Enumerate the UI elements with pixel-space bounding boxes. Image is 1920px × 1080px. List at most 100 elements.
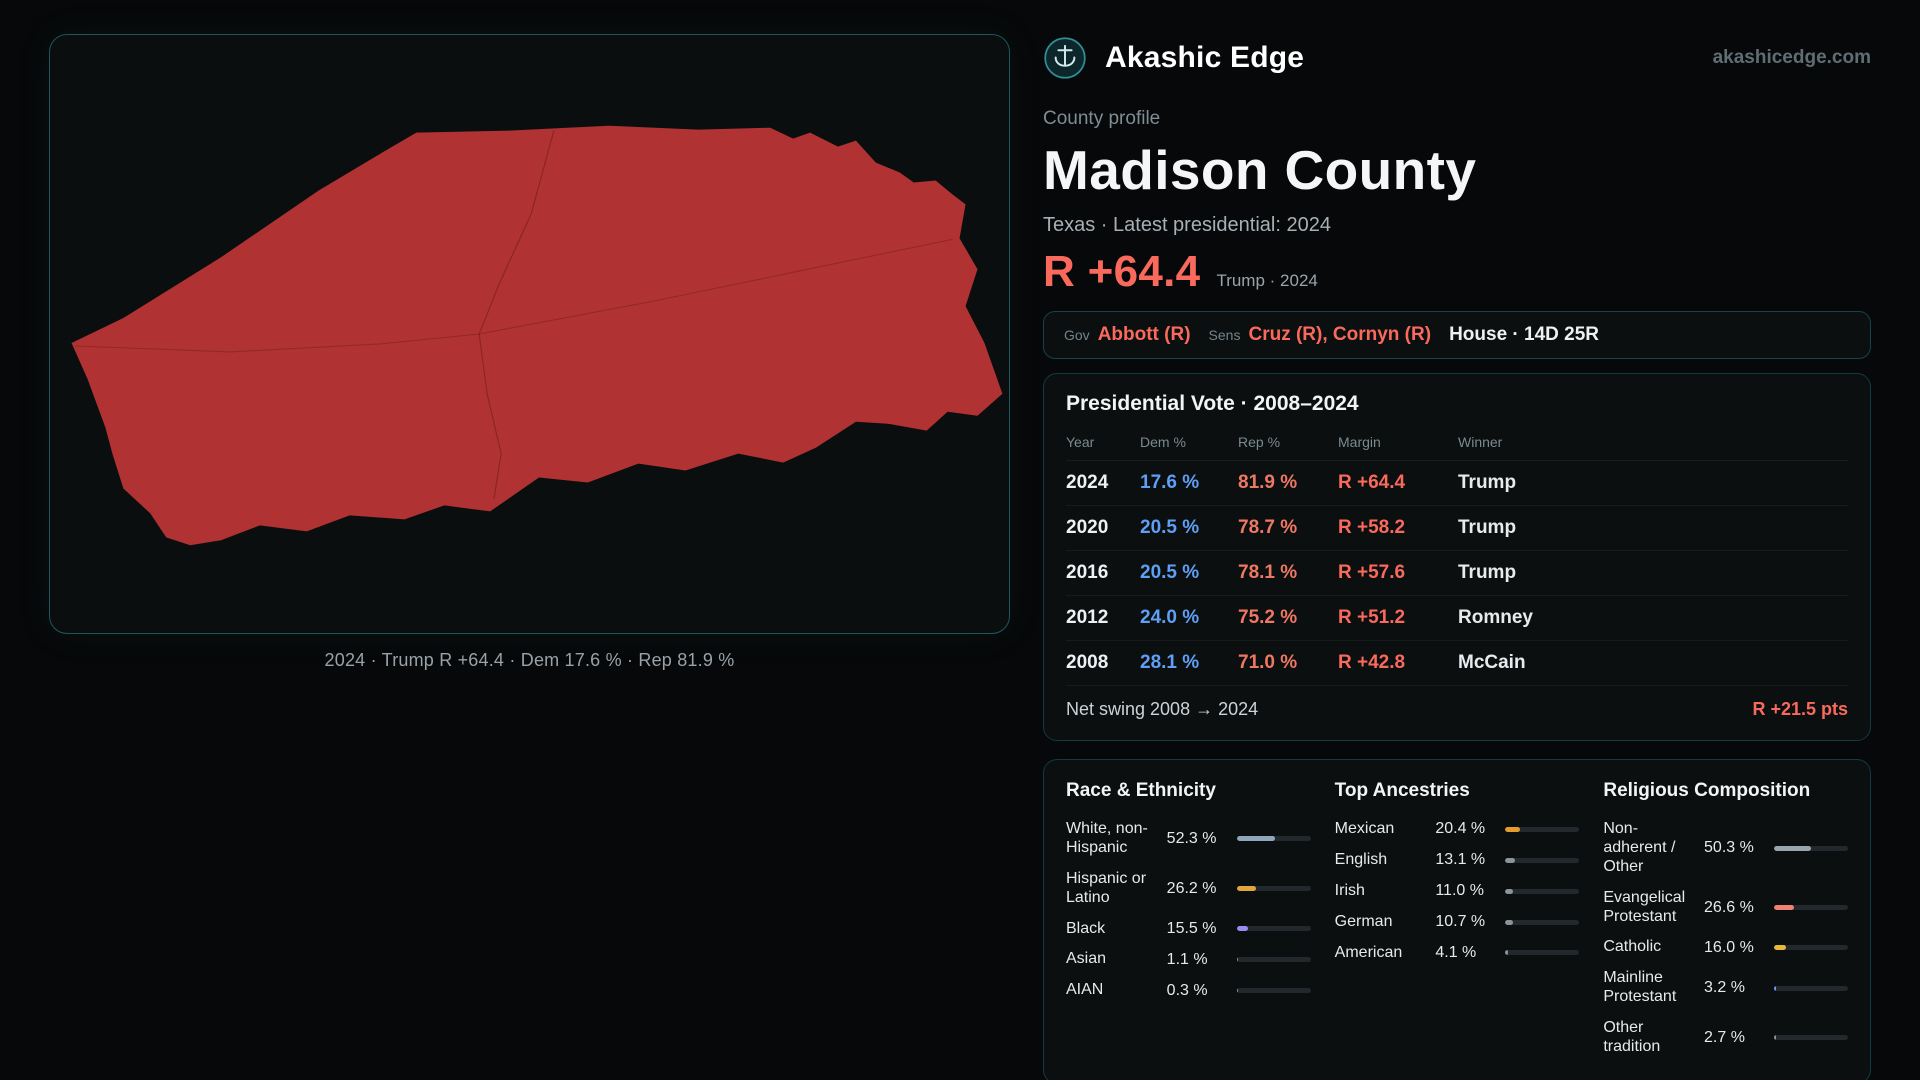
demographics-card: Race & Ethnicity White, non-Hispanic 52.3… [1043,759,1871,1080]
cell-dem-pct: 20.5 % [1140,517,1200,538]
governor-name: Abbott (R) [1097,324,1191,345]
table-row: 2008 28.1 % 71.0 % R +42.8 McCain [1066,641,1848,686]
demo-value: 26.2 % [1166,879,1217,897]
brand-domain-link[interactable]: akashicedge.com [1712,47,1871,68]
demo-label: Catholic [1603,938,1662,956]
cell-margin: R +58.2 [1338,517,1406,538]
cell-winner: Trump [1458,472,1517,493]
demo-bar [1505,857,1580,863]
cell-rep-pct: 75.2 % [1238,607,1298,628]
demo-bar-fill [1774,985,1777,991]
table-row: 2024 17.6 % 81.9 % R +64.4 Trump [1066,461,1848,506]
demo-row: Non-adherent / Other 50.3 % [1603,814,1849,883]
cell-margin: R +64.4 [1338,472,1406,493]
cell-margin: R +57.6 [1338,562,1406,583]
officials-bar: Gov Abbott (R) Sens Cruz (R), Cornyn (R)… [1043,311,1871,359]
demo-bar-fill [1236,836,1276,842]
demo-label: White, non-Hispanic [1066,820,1148,856]
demo-bar-fill [1505,919,1514,925]
subtitle: Texas · Latest presidential: 2024 [1043,214,1331,236]
ancestries-column: Top Ancestries Mexican 20.4 % English 13.1 … [1335,780,1580,1063]
demo-label: German [1334,912,1393,930]
demo-bar [1505,826,1580,832]
cell-year: 2020 [1066,517,1109,538]
margin-note: Trump · 2024 [1216,271,1318,290]
demo-bar-fill [1236,926,1249,932]
demo-value: 4.1 % [1435,943,1477,961]
demo-row: White, non-Hispanic 52.3 % [1066,814,1311,864]
cell-winner: McCain [1458,652,1526,673]
religion-rows: Non-adherent / Other 50.3 % Evangelical Pr… [1603,814,1849,1063]
demo-bar-fill [1236,886,1257,892]
margin-value: R +64.4 [1043,247,1201,296]
demo-row: Irish 11.0 % [1335,876,1580,907]
demo-label: Irish [1334,881,1365,899]
precinct-boundary-line [478,130,555,499]
county-shape[interactable] [71,125,1003,546]
demo-value: 20.4 % [1435,820,1486,838]
demo-value: 26.6 % [1704,898,1754,916]
map-caption: 2024 · Trump R +64.4 · Dem 17.6 % · Rep … [324,650,735,670]
presidential-vote-card: Presidential Vote · 2008–2024 Year Dem %… [1043,373,1871,741]
demo-label: Non-adherent / Other [1603,820,1676,875]
demo-bar [1236,988,1311,994]
sens-label: Sens [1208,327,1241,343]
demo-label: Asian [1066,950,1107,968]
religion-column: Religious Composition Non-adherent / Oth… [1603,780,1849,1063]
demo-label: Black [1066,919,1106,937]
cell-dem-pct: 20.5 % [1140,562,1200,583]
demo-bar [1774,905,1849,910]
demo-value: 50.3 % [1704,839,1754,857]
demo-bar-fill [1774,1035,1776,1041]
demo-bar-fill [1505,826,1521,832]
demo-bar-fill [1505,888,1514,894]
demo-label: Mainline Protestant [1603,969,1677,1006]
page-title: Madison County [1043,139,1477,201]
demo-label: American [1334,943,1403,961]
cell-year: 2016 [1066,562,1109,583]
demo-label: Evangelical Protestant [1603,888,1686,925]
headline-margin: R +64.4 Trump · 2024 [1043,247,1871,297]
demo-bar-fill [1505,950,1509,956]
race-rows: White, non-Hispanic 52.3 % Hispanic or Lat… [1066,814,1311,1006]
header: Akashic Edge akashicedge.com [1043,34,1871,82]
demo-value: 3.2 % [1704,979,1745,997]
county-map-card [49,34,1010,634]
demo-row: AIAN 0.3 % [1066,975,1311,1006]
cell-dem-pct: 17.6 % [1140,472,1200,493]
demo-bar-fill [1774,905,1794,910]
gov-label: Gov [1064,327,1090,343]
presidential-card-title: Presidential Vote · 2008–2024 [1066,392,1359,415]
net-swing-row: Net swing 2008 → 2024 R +21.5 pts [1066,686,1848,730]
demo-value: 16.0 % [1704,938,1754,956]
eyebrow-label: County profile [1043,108,1161,129]
demo-bar [1236,926,1311,932]
demo-row: Mexican 20.4 % [1335,814,1580,845]
col-winner: Winner [1458,434,1503,450]
demo-label: English [1334,850,1388,868]
cell-year: 2008 [1066,652,1109,673]
demo-label: Mexican [1334,820,1395,837]
demo-bar [1505,888,1580,894]
demo-value: 2.7 % [1704,1028,1745,1046]
demo-row: Mainline Protestant 3.2 % [1603,963,1849,1013]
demo-row: Asian 1.1 % [1066,944,1311,975]
col-rep: Rep % [1238,434,1281,450]
demo-bar [1505,950,1580,956]
demo-label: Other tradition [1603,1019,1661,1055]
table-row: 2020 20.5 % 78.7 % R +58.2 Trump [1066,506,1848,551]
demo-bar-fill [1236,957,1238,963]
demo-bar [1774,985,1849,991]
table-header: Year Dem % Rep % Margin Winner [1066,428,1848,461]
ancestries-rows: Mexican 20.4 % English 13.1 % Irish 11.0 % Ger… [1335,814,1580,968]
cell-rep-pct: 78.7 % [1238,517,1298,538]
demo-bar-fill [1774,845,1812,851]
profile-panel: Akashic Edge akashicedge.com County prof… [1043,34,1871,1080]
demo-bar [1774,845,1849,851]
cell-margin: R +51.2 [1338,607,1406,628]
ancestries-title: Top Ancestries [1334,780,1470,801]
net-swing-value: R +21.5 pts [1752,699,1848,719]
col-dem: Dem % [1140,434,1186,450]
senators-names: Cruz (R), Cornyn (R) [1248,324,1432,345]
cell-year: 2012 [1066,607,1109,628]
